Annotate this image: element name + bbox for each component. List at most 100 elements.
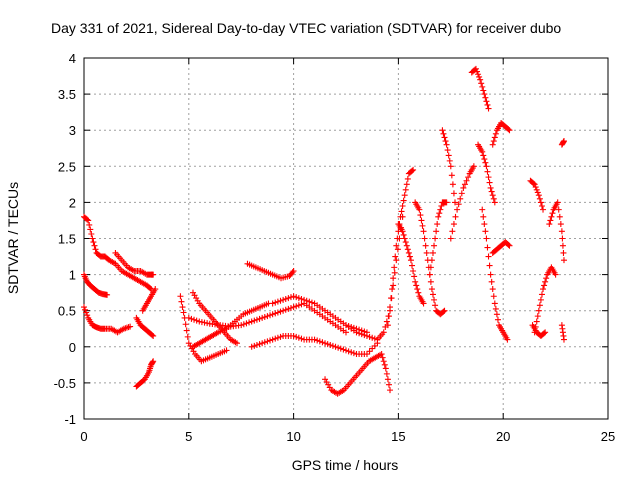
- data-point: [389, 286, 396, 293]
- data-point: [337, 345, 344, 352]
- data-point: [253, 341, 260, 348]
- data-point: [491, 199, 498, 206]
- data-point: [407, 257, 414, 264]
- data-point: [269, 336, 276, 343]
- data-point: [274, 298, 281, 305]
- data-point: [485, 174, 492, 181]
- data-point: [392, 253, 399, 260]
- data-point: [84, 216, 91, 223]
- data-point: [350, 350, 357, 357]
- series-arc-16: [343, 213, 406, 343]
- data-point: [251, 317, 258, 324]
- data-point: [505, 241, 512, 248]
- y-tick-label: 1: [69, 268, 76, 283]
- data-point: [494, 316, 501, 323]
- y-axis-label: SDTVAR / TECUs: [5, 182, 21, 294]
- series-arc-12: [244, 260, 297, 282]
- y-tick-label: 2: [69, 195, 76, 210]
- data-points: [81, 65, 567, 397]
- data-point: [298, 295, 305, 302]
- data-point: [402, 186, 409, 193]
- chart-title: Day 331 of 2021, Sidereal Day-to-day VTE…: [51, 20, 561, 36]
- series-arc-5: [133, 358, 157, 390]
- data-point: [261, 314, 268, 321]
- data-point: [490, 195, 497, 202]
- data-point: [248, 318, 255, 325]
- data-point: [434, 221, 441, 228]
- data-point: [295, 295, 302, 302]
- data-point: [547, 217, 554, 224]
- data-point: [505, 126, 512, 133]
- data-point: [180, 309, 187, 316]
- data-point: [393, 242, 400, 249]
- data-point: [416, 206, 423, 213]
- data-point: [531, 181, 538, 188]
- data-point: [290, 293, 297, 300]
- data-point: [178, 298, 185, 305]
- data-point: [485, 253, 492, 260]
- data-point: [356, 330, 363, 337]
- data-point: [440, 308, 447, 315]
- data-point: [267, 312, 274, 319]
- data-point: [91, 242, 98, 249]
- data-point: [409, 167, 416, 174]
- data-point: [147, 285, 154, 292]
- data-point: [491, 300, 498, 307]
- data-point: [479, 148, 486, 155]
- data-point: [402, 239, 409, 246]
- data-point: [483, 163, 490, 170]
- data-point: [403, 242, 410, 249]
- data-point: [490, 138, 497, 145]
- series-arc-32: [558, 138, 567, 148]
- y-tick-label: -0.5: [54, 376, 76, 391]
- data-point: [447, 235, 454, 242]
- data-point: [536, 195, 543, 202]
- data-point: [560, 336, 567, 343]
- series-arc-7: [139, 286, 159, 314]
- data-point: [428, 257, 435, 264]
- data-point: [410, 166, 417, 173]
- data-point: [385, 381, 392, 388]
- data-point: [488, 188, 495, 195]
- data-point: [272, 299, 279, 306]
- data-point: [532, 184, 539, 191]
- data-point: [447, 163, 454, 170]
- data-point: [559, 242, 566, 249]
- data-point: [293, 303, 300, 310]
- series-arc-29: [531, 264, 559, 336]
- data-point: [264, 313, 271, 320]
- data-point: [489, 192, 496, 199]
- data-point: [343, 329, 349, 336]
- data-point: [463, 177, 470, 184]
- data-point: [433, 228, 440, 235]
- data-point: [240, 321, 247, 328]
- series-arc-27: [489, 239, 513, 256]
- data-point: [491, 134, 498, 141]
- data-point: [432, 302, 439, 309]
- data-point: [385, 313, 392, 320]
- data-point: [534, 189, 541, 196]
- data-point: [87, 226, 94, 233]
- data-point: [445, 152, 452, 159]
- data-point: [420, 228, 427, 235]
- data-point: [486, 262, 493, 269]
- data-point: [560, 249, 567, 256]
- series-arc-9: [189, 289, 241, 347]
- data-point: [183, 327, 190, 334]
- data-point: [484, 244, 491, 251]
- data-point: [184, 333, 191, 340]
- data-point: [384, 322, 391, 329]
- data-point: [541, 330, 548, 337]
- series-arc-10: [189, 300, 272, 350]
- data-point: [380, 358, 387, 365]
- data-point: [306, 298, 313, 305]
- data-point: [277, 333, 284, 340]
- data-point: [534, 313, 541, 320]
- y-tick-label: 1.5: [58, 232, 76, 247]
- data-point: [482, 159, 489, 166]
- data-point: [427, 278, 434, 285]
- data-point: [493, 311, 500, 318]
- data-point: [483, 98, 490, 105]
- data-point: [243, 320, 250, 327]
- series-arc-28: [527, 177, 547, 213]
